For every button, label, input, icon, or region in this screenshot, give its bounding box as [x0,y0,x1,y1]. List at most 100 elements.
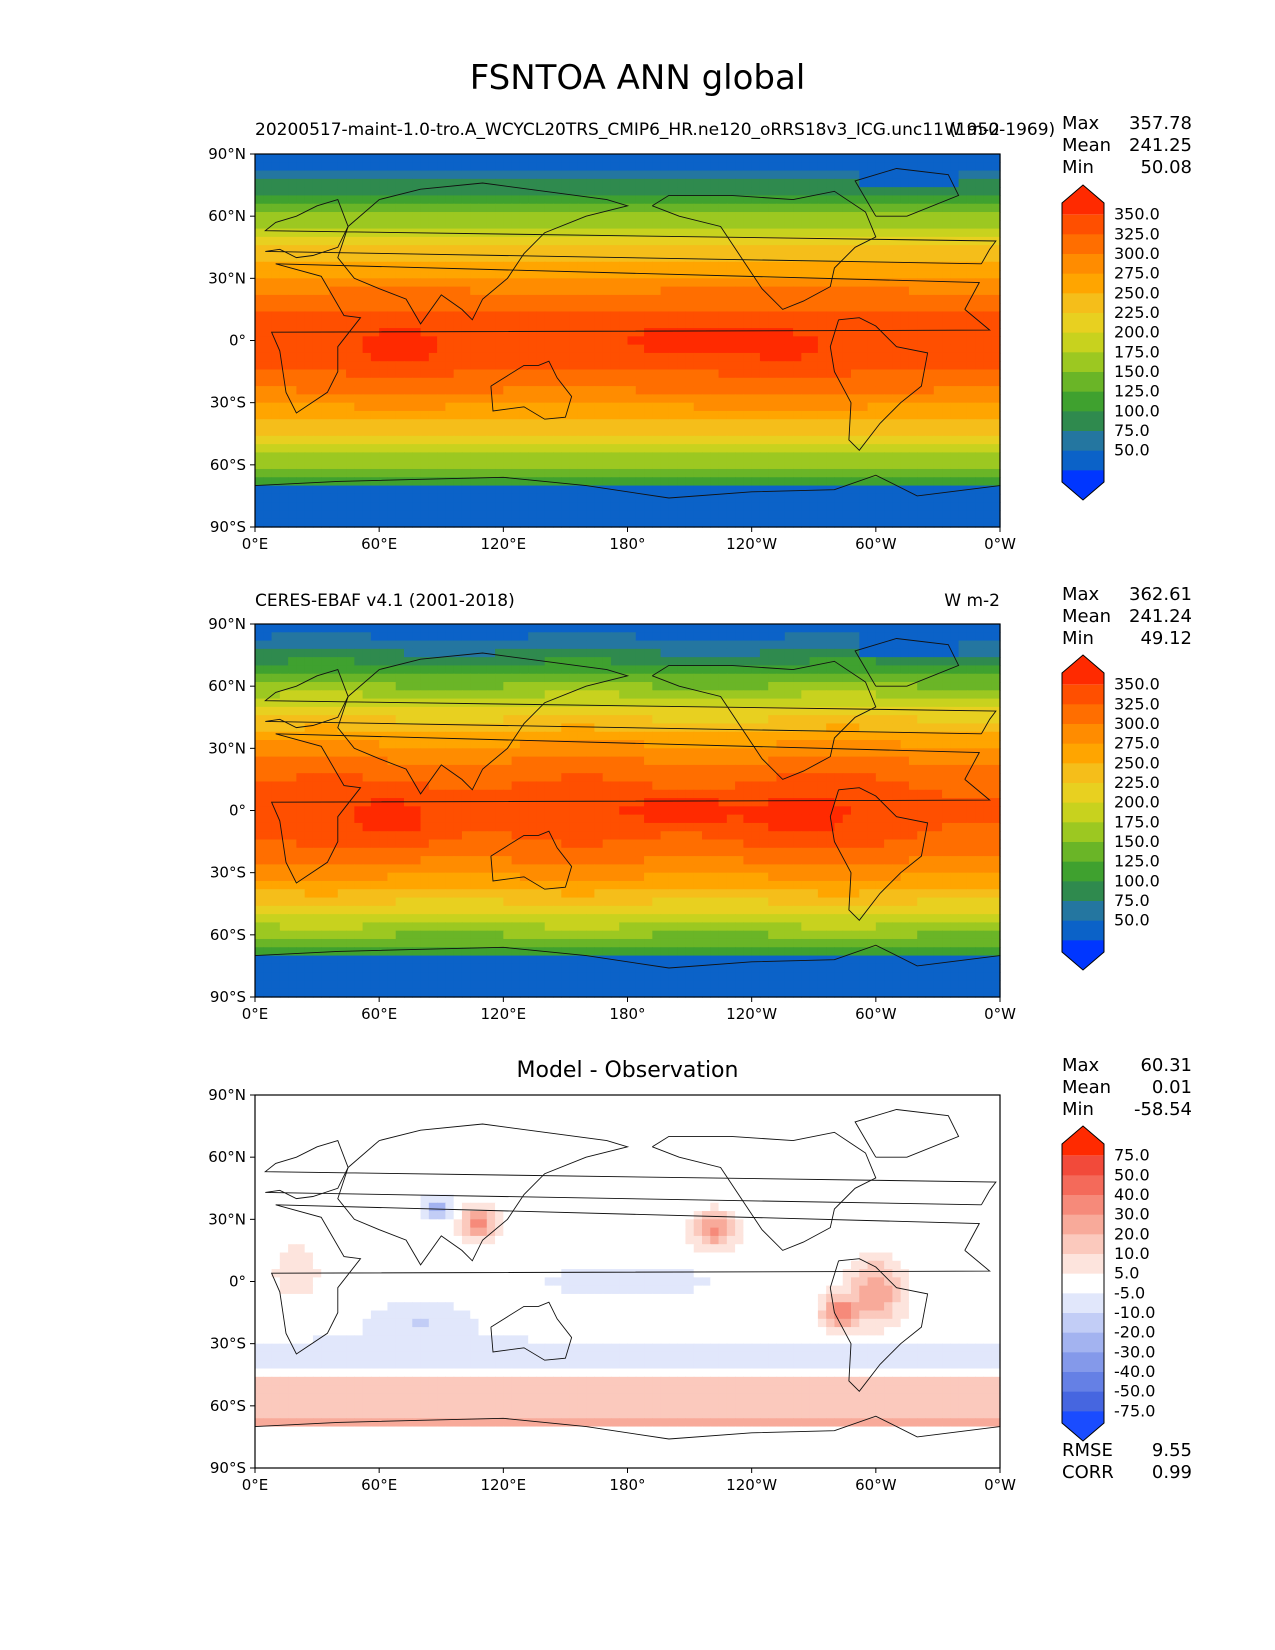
grid-cell [975,468,985,478]
grid-cell [966,245,976,255]
grid-cell [528,665,538,675]
grid-cell [445,673,455,683]
grid-cell [329,311,339,321]
grid-cell [486,303,496,313]
grid-cell [437,477,446,487]
grid-cell [370,278,380,288]
grid-cell [503,493,513,503]
grid-cell [486,286,496,296]
grid-cell [826,410,836,420]
grid-cell [453,648,463,658]
grid-cell [801,657,811,667]
grid-cell [395,394,405,404]
grid-cell [271,303,281,313]
grid-cell [983,682,993,691]
grid-cell [726,154,736,163]
grid-cell [370,682,380,691]
grid-cell [279,212,289,221]
grid-cell [404,352,413,362]
grid-cell [296,369,306,379]
grid-cell [412,369,422,379]
grid-cell [478,328,488,337]
grid-cell [966,419,976,429]
colorbar-tick-label: 225.0 [1114,303,1160,322]
grid-cell [793,502,802,512]
grid-cell [784,444,794,453]
grid-cell [702,311,711,321]
grid-cell [486,657,496,667]
grid-cell [966,162,976,172]
grid-cell [561,245,571,255]
grid-cell [652,502,662,512]
grid-cell [486,278,496,288]
grid-cell [304,336,314,346]
grid-cell [735,502,744,512]
stat-label: Max [1062,584,1100,605]
grid-cell [768,178,778,188]
grid-cell [478,485,488,495]
grid-cell [776,410,786,420]
grid-cell [561,394,571,404]
grid-cell [809,518,819,528]
grid-cell [975,452,985,462]
grid-cell [412,278,422,288]
grid-cell [461,270,471,279]
grid-cell [503,410,513,420]
grid-cell [586,419,595,429]
grid-cell [586,452,595,462]
grid-cell [867,444,877,453]
grid-cell [445,632,455,642]
grid-cell [453,435,463,445]
grid-cell [784,493,794,503]
grid-cell [735,178,744,188]
grid-cell [958,170,968,180]
grid-cell [768,311,778,321]
grid-cell [718,435,728,445]
grid-cell [842,460,852,470]
grid-cell [271,419,281,429]
grid-cell [660,187,670,197]
grid-cell [950,419,960,429]
grid-cell [362,377,372,387]
grid-cell [577,187,587,197]
grid-cell [776,502,786,512]
grid-cell [263,352,273,362]
grid-cell [255,195,264,205]
grid-cell [528,657,538,667]
grid-cell [478,203,488,213]
grid-cell [884,344,893,354]
grid-cell [759,427,769,437]
grid-cell [379,632,389,642]
grid-cell [528,328,538,337]
grid-cell [710,203,720,213]
grid-cell [428,419,438,429]
grid-cell [428,154,438,163]
grid-cell [445,187,455,197]
grid-cell [346,640,355,650]
grid-cell [842,673,852,683]
grid-cell [511,212,521,221]
grid-cell [751,187,761,197]
grid-cell [370,665,380,675]
grid-cell [693,187,703,197]
grid-cell [263,212,273,221]
grid-cell [834,352,844,362]
grid-cell [726,394,736,404]
grid-cell [544,632,554,642]
grid-cell [776,624,786,633]
grid-cell [503,178,513,188]
grid-cell [975,435,985,445]
grid-cell [519,640,529,650]
grid-cell [644,657,653,667]
grid-cell [718,468,728,478]
grid-cell [660,444,670,453]
grid-cell [751,665,761,675]
grid-cell [362,178,372,188]
grid-cell [263,493,273,503]
grid-cell [942,657,951,667]
stat-label: Min [1062,1099,1094,1120]
grid-cell [519,352,529,362]
grid-cell [809,311,819,321]
grid-cell [867,624,877,633]
grid-cell [726,452,736,462]
